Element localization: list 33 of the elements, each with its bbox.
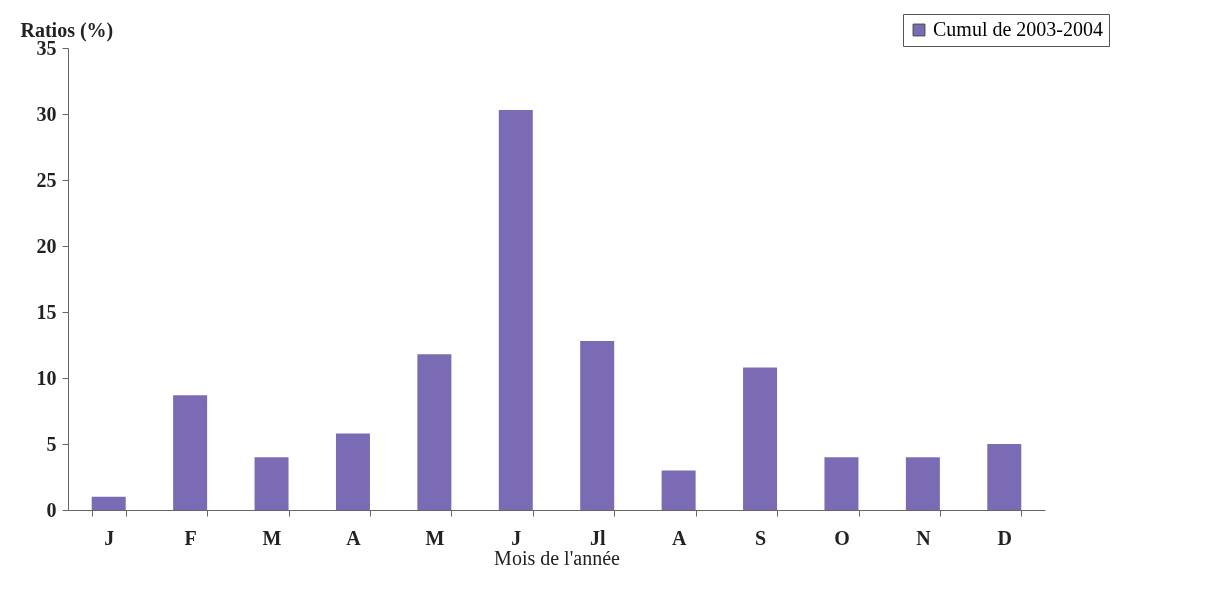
x-tick-label: D (997, 526, 1013, 549)
bar (661, 470, 696, 510)
bar (743, 367, 778, 510)
x-tick-label: A (671, 526, 687, 549)
y-tick-label: 5 (46, 432, 57, 455)
bar (905, 457, 940, 510)
y-tick-label: 10 (36, 366, 57, 389)
y-tick-label: 0 (46, 498, 57, 521)
x-tick-label: S (754, 526, 767, 549)
y-tick-label: 25 (36, 168, 57, 191)
x-tick-label: M (262, 526, 282, 549)
y-tick-label: 30 (36, 102, 57, 125)
bar (498, 110, 533, 510)
legend-label: Cumul de 2003-2004 (933, 18, 1103, 40)
x-tick-label: F (184, 526, 197, 549)
x-tick-label: Jl (589, 526, 606, 549)
bar (335, 433, 370, 510)
x-tick-label: J (511, 526, 522, 549)
x-tick-label: O (834, 526, 850, 549)
bar (824, 457, 859, 510)
bar (580, 341, 615, 510)
bar (987, 444, 1022, 510)
x-tick-label: M (425, 526, 445, 549)
y-tick-label: 20 (36, 234, 57, 257)
x-tick-label: J (104, 526, 115, 549)
bar (417, 354, 452, 510)
x-axis-title: Mois de l'année (494, 546, 621, 569)
x-tick-label: A (346, 526, 362, 549)
bar (254, 457, 289, 510)
bar (173, 395, 208, 510)
bar (91, 496, 126, 510)
y-tick-label: 15 (36, 300, 57, 323)
x-tick-label: N (916, 526, 932, 549)
